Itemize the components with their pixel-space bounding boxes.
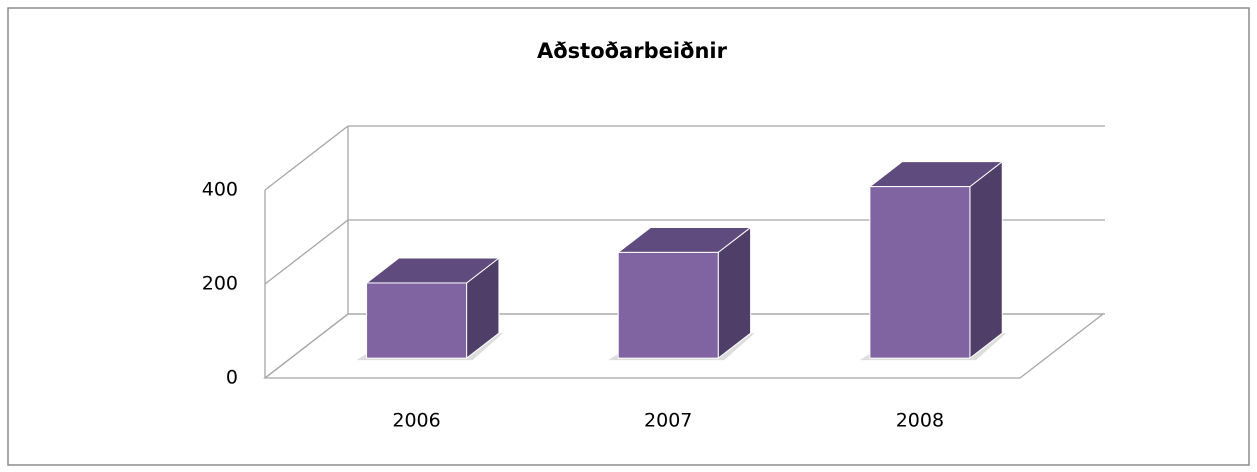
x-tick-label: 2008 [896, 410, 944, 432]
y-tick-label: 400 [202, 179, 238, 201]
y-tick-label: 0 [226, 367, 238, 389]
chart-frame [7, 7, 1250, 466]
grid-line [264, 125, 349, 191]
x-tick-label: 2007 [644, 410, 692, 432]
chart-title: Aðstoðarbeiðnir [537, 39, 728, 63]
grid-line [264, 219, 349, 285]
bar [869, 186, 971, 359]
y-tick-label: 200 [202, 273, 238, 295]
bar [617, 251, 719, 359]
bar-side [969, 160, 1003, 360]
bar [366, 282, 468, 359]
x-tick-label: 2006 [392, 410, 440, 432]
grid-line [264, 313, 349, 379]
